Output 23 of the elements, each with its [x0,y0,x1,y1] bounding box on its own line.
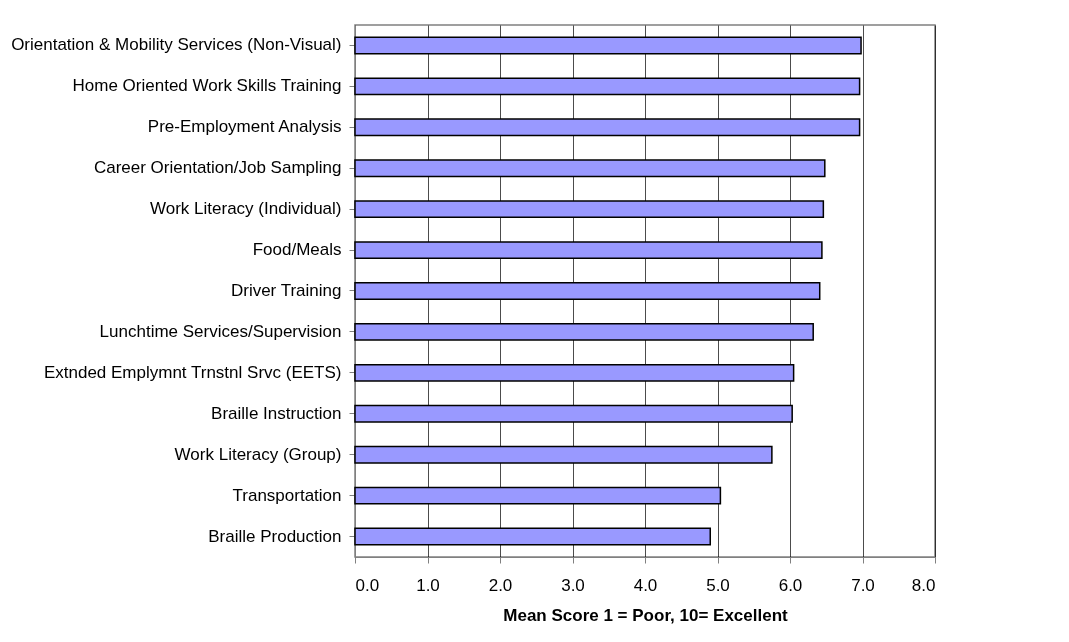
y-tick-label: Lunchtime Services/Supervision [99,321,342,341]
x-tick-label: 6.0 [778,575,803,595]
y-tick-label: Driver Training [230,281,342,300]
y-tick-label: Braille Production [208,526,342,546]
y-tick-label: Orientation & Mobility Services (Non-Visual) [11,35,342,55]
y-tick-label: Braille Instruction [211,403,342,423]
x-tick-label: 5.0 [706,575,730,595]
x-tick-label: 1.0 [416,575,440,595]
x-tick-label: 3.0 [561,575,585,595]
x-tick-label: 2.0 [488,575,513,595]
x-tick-label: 0.0 [355,575,380,595]
y-tick-label: Home Oriented Work Skills Training [72,76,342,96]
y-tick-label: Work Literacy (Individual) [150,199,342,219]
y-tick-label: Pre-Employment Analysis [147,117,342,137]
x-tick-label: 4.0 [633,575,658,595]
y-tick-label: Food/Meals [252,240,342,260]
y-tick-label: Transportation [232,485,342,505]
y-tick-label: Career Orientation/Job Sampling [93,158,342,178]
x-axis-title: Mean Score 1 = Poor, 10= Excellent [503,605,789,625]
y-tick-label: Work Literacy (Group) [174,444,342,464]
x-tick-label: 8.0 [911,575,936,595]
y-tick-label: Extnded Emplymnt Trnstnl Srvc (EETS) [43,362,342,382]
x-tick-label: 7.0 [851,575,875,595]
